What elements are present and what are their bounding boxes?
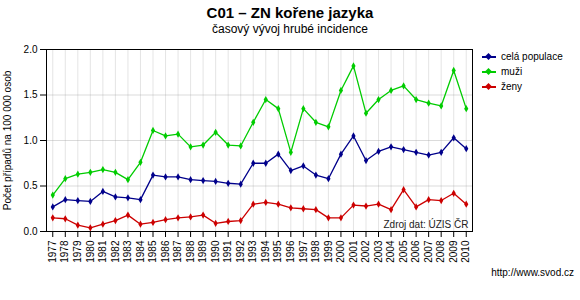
svg-text:1984: 1984 [135,240,146,263]
svg-text:1980: 1980 [85,240,96,263]
svg-text:2005: 2005 [398,240,409,263]
svg-text:2009: 2009 [448,240,459,263]
svg-text:Počet případů na 100 000 osob: Počet případů na 100 000 osob [2,70,13,210]
svg-text:1985: 1985 [147,240,158,263]
svg-text:1983: 1983 [122,240,133,263]
html-text:muži: muži [501,66,523,77]
html-text:časový vývoj hrubé incidence: časový vývoj hrubé incidence [212,22,368,36]
svg-text:2001: 2001 [348,240,359,263]
svg-text:1979: 1979 [72,240,83,263]
svg-text:1998: 1998 [310,240,321,263]
html-text:C01 – ZN kořene jazyka: C01 – ZN kořene jazyka [206,4,374,21]
svg-text:2.0: 2.0 [24,44,38,55]
svg-text:1987: 1987 [172,240,183,263]
svg-text:2000: 2000 [335,240,346,263]
svg-text:1989: 1989 [197,240,208,263]
svg-text:0.0: 0.0 [24,226,38,237]
svg-text:2002: 2002 [360,240,371,263]
svg-text:1997: 1997 [298,240,309,263]
svg-text:1991: 1991 [222,240,233,263]
svg-text:1999: 1999 [323,240,334,263]
svg-text:1990: 1990 [210,240,221,263]
svg-text:2003: 2003 [373,240,384,263]
svg-text:1994: 1994 [260,240,271,263]
svg-text:1995: 1995 [272,240,283,263]
svg-text:1.0: 1.0 [24,135,38,146]
svg-text:2004: 2004 [385,240,396,263]
svg-text:2007: 2007 [423,240,434,263]
svg-text:0.5: 0.5 [24,180,38,191]
svg-text:1996: 1996 [285,240,296,263]
html-text:http://www.svod.cz: http://www.svod.cz [491,267,574,278]
svg-text:1978: 1978 [59,240,70,263]
svg-text:Zdroj dat: ÚZIS ČR: Zdroj dat: ÚZIS ČR [383,218,468,230]
svg-text:1981: 1981 [97,240,108,263]
svg-text:1977: 1977 [47,240,58,263]
svg-text:1988: 1988 [185,240,196,263]
svg-text:2010: 2010 [460,240,471,263]
svg-text:1992: 1992 [235,240,246,263]
svg-text:1993: 1993 [247,240,258,263]
svg-text:2006: 2006 [410,240,421,263]
svg-text:1.5: 1.5 [24,89,38,100]
html-text:ženy: ženy [501,81,523,92]
svg-text:1986: 1986 [160,240,171,263]
svg-text:2008: 2008 [435,240,446,263]
html-text:celá populace: celá populace [501,51,563,62]
svg-text:1982: 1982 [110,240,121,263]
